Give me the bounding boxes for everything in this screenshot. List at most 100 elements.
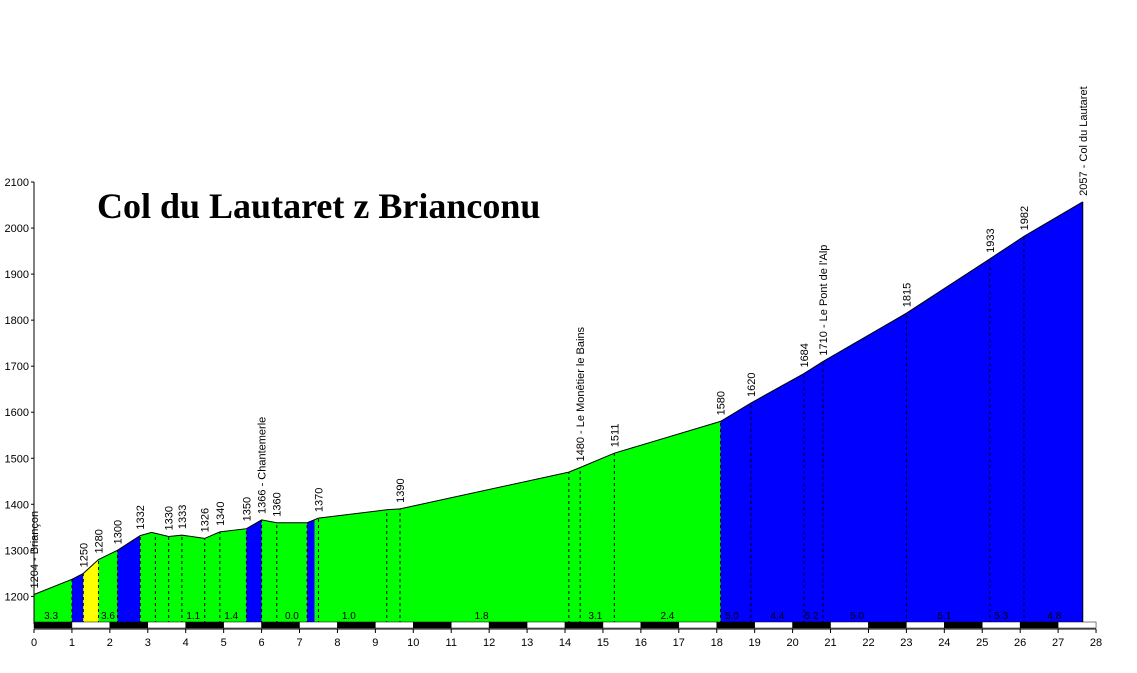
km-bar-cell-12 [488, 621, 528, 629]
grade-label-9: 5.0 [725, 611, 739, 622]
km-bar-cell-16 [640, 621, 680, 629]
marker-label-19: 1710 - Le Pont de l'Alp [818, 245, 830, 356]
grade-label-6: 1.8 [475, 611, 489, 622]
marker-label-4: 1332 [135, 505, 147, 529]
x-tick-label-18: 18 [711, 637, 723, 649]
km-bar-cell-11 [450, 621, 490, 629]
x-tick-label-7: 7 [296, 637, 302, 649]
km-bar-cell-25 [982, 621, 1021, 629]
km-bar-cell-27 [1057, 621, 1097, 629]
grade-label-10: 4.4 [770, 611, 784, 622]
km-bar-cell-20 [792, 621, 831, 629]
y-tick-label-2000: 2000 [5, 223, 29, 235]
x-tick-label-16: 16 [635, 637, 647, 649]
marker-label-17: 1620 [746, 373, 758, 397]
x-tick-label-6: 6 [259, 637, 265, 649]
x-tick-label-25: 25 [976, 637, 988, 649]
y-tick-label-1600: 1600 [5, 407, 29, 419]
km-bar-cell-4 [185, 621, 224, 629]
x-tick-label-1: 1 [69, 637, 75, 649]
x-tick-label-24: 24 [938, 637, 950, 649]
marker-label-20: 1815 [901, 283, 913, 307]
km-bar-cell-15 [602, 621, 642, 629]
km-bar-cell-22 [868, 621, 907, 629]
marker-label-18: 1684 [799, 343, 811, 367]
profile-segment-6 [246, 519, 262, 624]
marker-label-23: 2057 - Col du Lautaret [1078, 86, 1090, 195]
grade-label-8: 2.4 [660, 611, 674, 622]
x-tick-label-2: 2 [107, 637, 113, 649]
marker-label-10: 1366 - Chantemerle [257, 417, 269, 514]
profile-segment-2 [83, 559, 99, 624]
kilometer-dashed-lines [71, 236, 1025, 624]
km-bar-cell-3 [147, 621, 186, 629]
profile-segment-4 [117, 535, 141, 624]
x-tick-label-26: 26 [1014, 637, 1026, 649]
x-tick-label-20: 20 [786, 637, 798, 649]
marker-label-5: 1330 [164, 506, 176, 530]
grade-label-15: 4.8 [1047, 611, 1061, 622]
profile-outline [33, 201, 1084, 624]
grade-label-3: 1.4 [224, 611, 238, 622]
km-bar-cell-24 [944, 621, 983, 629]
km-bar-cell-1 [71, 621, 111, 629]
y-tick-label-1200: 1200 [5, 591, 29, 603]
grade-label-11: 5.2 [805, 611, 819, 622]
marker-label-16: 1580 [716, 391, 728, 415]
km-bar-cell-10 [413, 621, 452, 629]
y-tick-label-1500: 1500 [5, 453, 29, 465]
marker-label-3: 1300 [112, 520, 124, 544]
x-tick-label-0: 0 [31, 637, 37, 649]
marker-label-7: 1326 [200, 508, 212, 532]
profile-fills [34, 201, 1083, 625]
x-tick-label-4: 4 [183, 637, 189, 649]
x-tick-label-21: 21 [824, 637, 836, 649]
y-tick-label-1400: 1400 [5, 499, 29, 511]
marker-label-0: 1204 - Briançon [29, 511, 41, 589]
gradient-labels: 3.3 3.6 1.1 1.4 0.0 1.0 1.8 3.1 2.4 5.0 4.4 5.2 5.0 5… [44, 611, 1062, 622]
profile-segment-8 [307, 519, 315, 624]
x-tick-label-14: 14 [559, 637, 571, 649]
km-bar-cell-7 [299, 621, 338, 629]
x-tick-label-10: 10 [407, 637, 419, 649]
marker-label-2: 1280 [93, 529, 105, 553]
profile-segment-0 [34, 579, 72, 624]
km-bar-cell-14 [564, 621, 604, 629]
km-bar-cell-23 [906, 621, 945, 629]
marker-label-22: 1982 [1019, 206, 1031, 230]
grade-label-7: 3.1 [588, 611, 602, 622]
km-bar-cell-13 [526, 621, 566, 629]
x-tick-label-9: 9 [372, 637, 378, 649]
km-bar-cell-21 [830, 621, 869, 629]
marker-label-21: 1933 [985, 228, 997, 252]
marker-label-11: 1360 [272, 492, 284, 516]
km-bar-cell-2 [109, 621, 149, 629]
grade-label-13: 5.1 [937, 611, 951, 622]
profile-segment-9 [314, 421, 721, 624]
y-tick-label-1900: 1900 [5, 269, 29, 281]
grade-label-14: 5.3 [994, 611, 1008, 622]
x-axis: 0 1 2 3 4 5 6 7 8 9 10 11 12 13 14 15 16 17 18 19 20 21 22 23 24… [31, 628, 1102, 649]
x-tick-label-13: 13 [521, 637, 533, 649]
grade-label-1: 3.6 [101, 611, 115, 622]
x-tick-label-17: 17 [673, 637, 685, 649]
x-tick-label-22: 22 [862, 637, 874, 649]
y-tick-label-1800: 1800 [5, 315, 29, 327]
km-bar-cell-26 [1019, 621, 1059, 629]
x-tick-label-19: 19 [749, 637, 761, 649]
grade-label-4: 0.0 [285, 611, 299, 622]
grade-label-0: 3.3 [44, 611, 58, 622]
marker-label-9: 1350 [241, 497, 253, 521]
x-tick-label-5: 5 [221, 637, 227, 649]
marker-label-1: 1250 [78, 543, 90, 567]
y-tick-label-1700: 1700 [5, 361, 29, 373]
km-bar-cell-9 [375, 621, 414, 629]
x-tick-label-3: 3 [145, 637, 151, 649]
marker-label-8: 1340 [215, 501, 227, 525]
profile-segment-10 [720, 201, 1083, 625]
profile-segment-3 [98, 550, 118, 624]
km-bar-cell-6 [261, 621, 300, 629]
marker-label-13: 1390 [395, 478, 407, 502]
profile-outline-line [33, 201, 1084, 595]
